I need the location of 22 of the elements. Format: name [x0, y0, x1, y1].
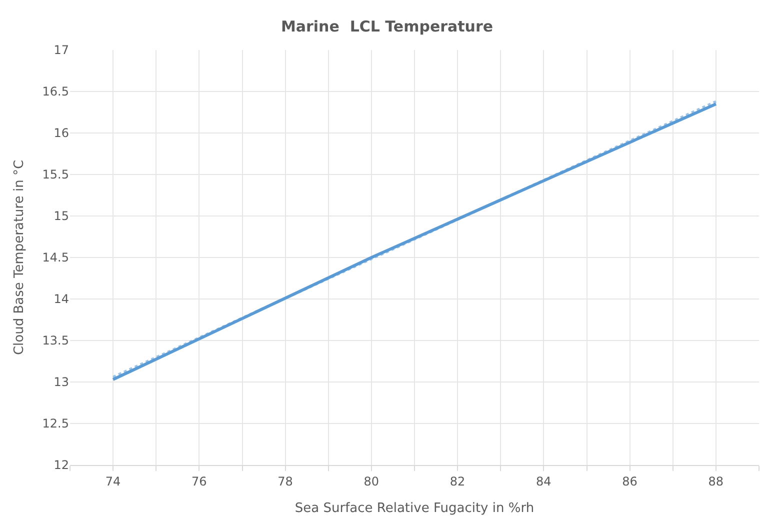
y-tick-label: 16.5 — [42, 84, 69, 99]
x-tick-label: 74 — [105, 474, 121, 488]
y-tick-label: 14 — [54, 292, 69, 306]
x-tick-label: 84 — [536, 474, 552, 488]
x-tick-label: 82 — [450, 474, 466, 488]
x-tick-label: 76 — [192, 474, 207, 488]
x-tick-label: 78 — [278, 474, 293, 488]
y-tick-label: 13 — [54, 375, 69, 390]
y-tick-label: 12.5 — [42, 416, 69, 431]
y-tick-label: 15.5 — [42, 168, 69, 182]
y-tick-label: 13.5 — [42, 334, 69, 348]
x-tick-label: 86 — [622, 474, 638, 488]
y-axis-title: Cloud Base Temperature in °C — [12, 160, 28, 356]
y-tick-label: 15 — [54, 209, 69, 224]
x-tick-label: 80 — [364, 474, 380, 488]
y-tick-label: 16 — [54, 126, 69, 140]
y-tick-label: 12 — [54, 458, 69, 472]
x-axis-title: Sea Surface Relative Fugacity in %rh — [294, 501, 534, 516]
chart-title: Marine LCL Temperature — [280, 18, 494, 36]
x-tick-label: 88 — [708, 474, 724, 488]
y-tick-label: 17 — [54, 43, 69, 58]
y-tick-label: 14.5 — [42, 250, 69, 265]
